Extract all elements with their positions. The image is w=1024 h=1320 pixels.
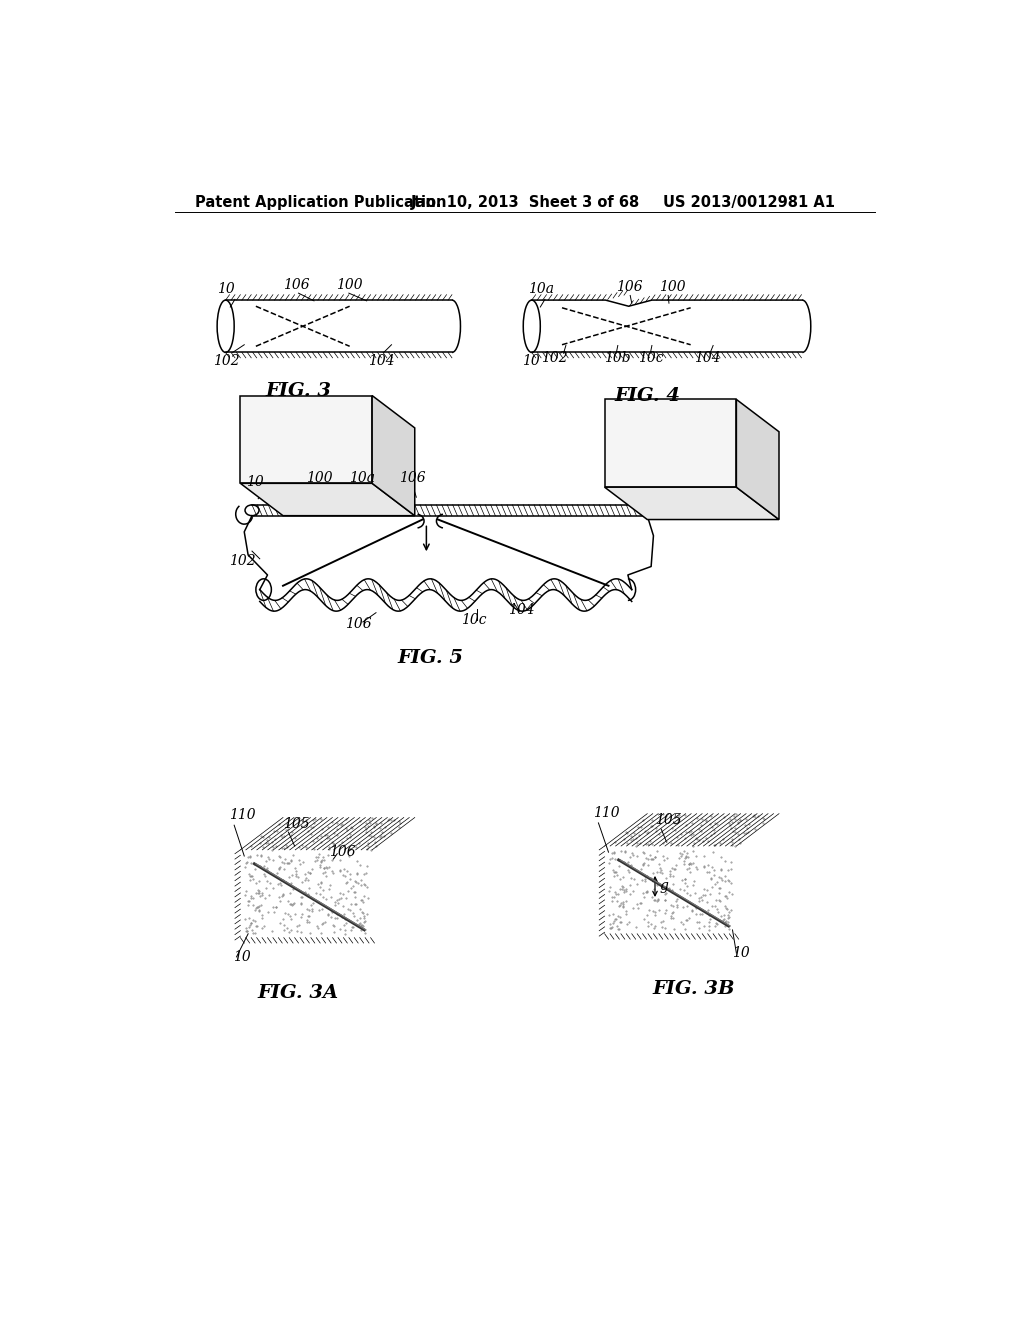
Text: 104: 104 [508,603,535,618]
Text: 102: 102 [541,351,567,366]
Text: FIG. 5: FIG. 5 [397,648,463,667]
Text: 105: 105 [283,817,309,832]
Polygon shape [372,396,415,516]
Text: 102: 102 [228,554,255,568]
Text: FIG. 3: FIG. 3 [265,381,332,400]
Text: 10c: 10c [461,614,486,627]
Text: 10: 10 [217,282,234,296]
Text: US 2013/0012981 A1: US 2013/0012981 A1 [663,195,835,210]
Text: g: g [659,879,669,894]
Text: FIG. 3A: FIG. 3A [258,983,339,1002]
Polygon shape [241,396,372,483]
Polygon shape [604,400,736,487]
Text: 10: 10 [521,354,540,368]
Text: 106: 106 [399,471,426,484]
Text: Patent Application Publication: Patent Application Publication [196,195,446,210]
Text: 105: 105 [655,813,682,828]
Text: 10: 10 [246,475,263,488]
Text: 110: 110 [228,808,255,822]
Text: Jan. 10, 2013  Sheet 3 of 68: Jan. 10, 2013 Sheet 3 of 68 [411,195,640,210]
Text: 10c: 10c [638,351,664,366]
Text: 10: 10 [732,946,751,960]
Text: 10a: 10a [528,282,554,296]
Text: 100: 100 [336,279,362,292]
Text: 106: 106 [330,845,356,859]
Text: 106: 106 [616,280,643,294]
Text: 106: 106 [283,279,309,292]
Text: 106: 106 [345,618,372,631]
Text: 110: 110 [593,805,620,820]
Polygon shape [604,487,779,520]
Text: 102: 102 [213,354,240,368]
Text: 104: 104 [693,351,720,366]
Polygon shape [736,400,779,520]
Text: 100: 100 [658,280,685,294]
Text: 10b: 10b [604,351,631,366]
Text: 100: 100 [306,471,333,484]
Text: FIG. 4: FIG. 4 [614,387,680,405]
Text: FIG. 3B: FIG. 3B [652,979,735,998]
Text: 10: 10 [232,950,251,964]
Polygon shape [241,483,415,516]
Text: 104: 104 [369,354,395,368]
Text: 10a: 10a [349,471,375,484]
